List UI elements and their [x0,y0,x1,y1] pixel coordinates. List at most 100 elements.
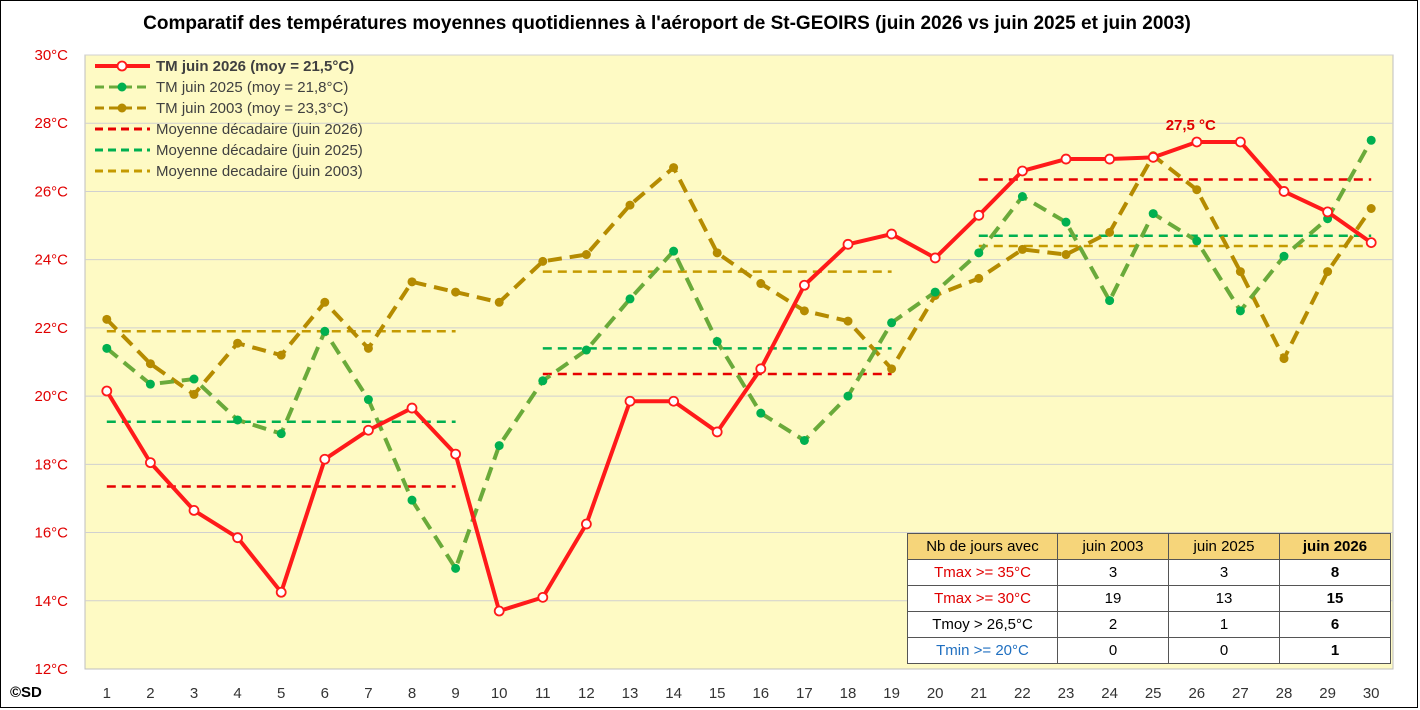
y-tick-label: 24°C [34,252,68,269]
legend-swatch-marker [117,103,127,113]
series-2026-line [105,139,1373,614]
series-2025-point [538,376,548,386]
y-tick-label: 12°C [34,661,68,678]
x-tick-label: 12 [578,685,595,702]
table-cell: 1 [1168,611,1280,638]
x-axis-ticks: 1 2 3 4 5 6 7 8 9 10 11 12 13 14 15 16 17 18 19 20 21 22 23 24 2… [103,685,1380,702]
series-2003-point [712,248,722,258]
series-2025-point [102,343,112,353]
series-2003-point [756,279,766,289]
series-2026-point [232,532,244,544]
table-row-label: Tmax >= 30°C [907,585,1058,612]
series-2003-point [145,359,155,369]
series-2025-point [145,379,155,389]
series-2026-point [1278,186,1290,197]
y-tick-label: 30°C [34,47,68,64]
series-2025-point [233,415,243,425]
series-2026-point [668,395,679,407]
series-2003-point [407,277,417,287]
series-2026-point [929,252,941,264]
series-2003-point [974,273,984,283]
series-2003-point [1279,354,1289,364]
series-2025-point [887,318,897,328]
table-row: Tmax >= 35°C 3 3 8 [907,559,1391,586]
series-2003-point [363,343,373,353]
series-2026-point [1191,136,1203,148]
legend-label: Moyenne décadaire (juin 2025) [156,142,363,159]
series-2003-point [887,364,897,374]
series-2003-point [625,200,635,210]
series-2026-point [493,605,505,617]
y-tick-label: 14°C [34,593,68,610]
y-tick-label: 18°C [34,456,68,473]
series-2026-point [1060,153,1072,165]
series-2026-point [1365,237,1377,249]
x-tick-label: 22 [1014,685,1031,702]
table-cell: 0 [1168,637,1280,664]
series-2026-point [188,504,200,516]
table-row: Tmin >= 20°C 0 0 1 [907,637,1391,664]
series-2003-point [276,350,286,360]
legend-label: TM juin 2025 (moy = 21,8°C) [156,79,348,96]
series-2025-point [1235,306,1245,316]
series-2025-point [669,246,679,256]
x-tick-label: 21 [970,685,987,702]
legend-label: Moyenne decadaire (juin 2003) [156,163,363,180]
series-2025-point [843,391,853,401]
x-tick-label: 23 [1058,685,1075,702]
series-2003-point [1105,227,1115,237]
series-2025-point [1061,217,1071,227]
series-2026-point [842,238,854,250]
x-tick-label: 15 [709,685,726,702]
series-2025-point [1279,251,1289,261]
series-2003-point [1061,250,1071,260]
series-2026-point [537,591,549,603]
max-annotation: 27,5 °C [1166,117,1216,134]
series-2003-point [538,256,548,266]
series-2026-point [886,228,897,240]
x-tick-label: 4 [233,685,241,702]
chart-title: Comparatif des températures moyennes quo… [143,13,1191,34]
x-tick-label: 29 [1319,685,1336,702]
series-2003-point [1192,185,1202,195]
x-tick-label: 30 [1363,685,1380,702]
series-2025-point [712,337,722,347]
series-2003-point [494,297,504,307]
series-2025-point [625,294,635,304]
x-tick-label: 14 [665,685,682,702]
x-tick-label: 18 [840,685,857,702]
legend-label: Moyenne décadaire (juin 2026) [156,121,363,138]
series-2003-point [1366,204,1376,213]
table-header-2025: juin 2025 [1168,533,1280,560]
series-2026-point [1235,136,1246,148]
y-tick-label: 28°C [34,115,68,132]
series-2025-point [451,563,461,573]
table-row: Tmoy > 26,5°C 2 1 6 [907,611,1391,638]
series-2026-point [973,209,985,221]
series-2026-point [450,448,462,460]
series-2025-point [363,395,373,405]
x-tick-label: 9 [451,685,459,702]
series-2003-point [189,389,199,399]
series-2026-point [755,363,767,375]
series-2026-point [1017,165,1028,177]
table-row: Tmax >= 30°C 19 13 15 [907,585,1391,612]
y-tick-label: 16°C [34,525,68,542]
x-tick-label: 16 [752,685,769,702]
series-2003-line [105,153,1373,397]
x-tick-label: 7 [364,685,372,702]
table-cell: 8 [1279,559,1391,586]
x-tick-label: 24 [1101,685,1118,702]
series-2026-point [275,586,287,598]
series-2003-point [451,287,461,297]
series-2003-point [799,306,809,316]
series-2026-point [101,385,113,397]
series-2025-line [105,139,1373,571]
y-tick-label: 20°C [34,388,68,405]
series-2025-point [189,374,199,384]
series-2026-point [581,518,592,530]
series-2003-point [669,163,679,173]
x-tick-label: 13 [622,685,639,702]
series-2025-point [1017,192,1027,202]
series-2026-point [711,426,723,438]
